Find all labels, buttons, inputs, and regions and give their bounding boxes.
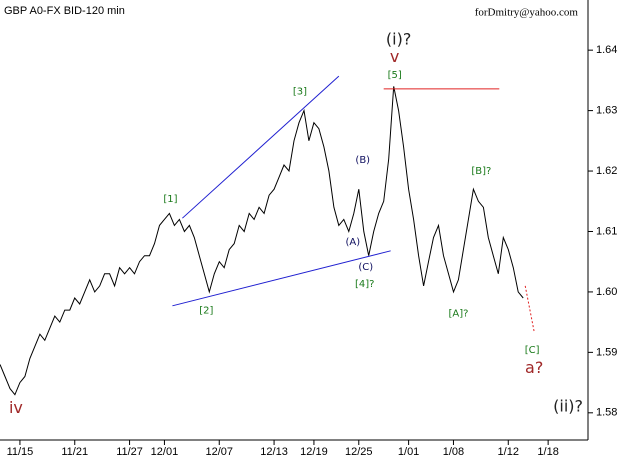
y-tick-label: 1.64 [596, 44, 617, 56]
wave-label: [5] [388, 70, 402, 81]
wave-label: [C] [525, 345, 540, 356]
wave-label: (B) [355, 155, 370, 166]
x-tick-label: 1/08 [443, 446, 464, 458]
wave-label: iv [9, 398, 23, 417]
wave-label: v [390, 47, 399, 66]
x-tick-label: 12/13 [260, 446, 288, 458]
y-tick-label: 1.59 [596, 346, 617, 358]
x-tick-label: 12/07 [205, 446, 233, 458]
wave-label: [4]? [355, 279, 374, 290]
trend-line [172, 250, 391, 307]
x-tick-label: 11/15 [7, 446, 34, 458]
y-tick-label: 1.61 [596, 225, 617, 237]
wave-label: (A) [345, 237, 360, 248]
wave-label: [1] [163, 194, 177, 205]
price-line [0, 86, 524, 396]
wave-label: (ii)? [553, 396, 583, 415]
y-tick-label: 1.58 [596, 407, 617, 419]
trend-line [524, 285, 535, 332]
y-tick-label: 1.60 [596, 286, 617, 298]
wave-label: (i)? [386, 29, 411, 48]
wave-label: [2] [199, 306, 213, 317]
wave-label: [3] [293, 86, 307, 97]
x-tick-label: 1/12 [498, 446, 519, 458]
wave-label: [A]? [448, 309, 468, 320]
x-tick-label: 11/27 [116, 446, 143, 458]
x-tick-label: 11/21 [61, 446, 88, 458]
x-tick-label: 12/01 [151, 446, 179, 458]
y-tick-label: 1.62 [596, 165, 617, 177]
chart-credit: forDmitry@yahoo.com [475, 7, 579, 19]
x-tick-label: 12/19 [300, 446, 328, 458]
wave-label: a? [525, 358, 543, 377]
wave-label: (C) [358, 262, 373, 273]
x-tick-label: 1/18 [537, 446, 558, 458]
wave-label: [B]? [471, 166, 491, 177]
x-tick-label: 12/25 [345, 446, 373, 458]
chart-title: GBP A0-FX BID-120 min [4, 5, 125, 17]
y-tick-label: 1.63 [596, 105, 617, 117]
trend-line [182, 75, 340, 219]
x-tick-label: 1/01 [398, 446, 419, 458]
